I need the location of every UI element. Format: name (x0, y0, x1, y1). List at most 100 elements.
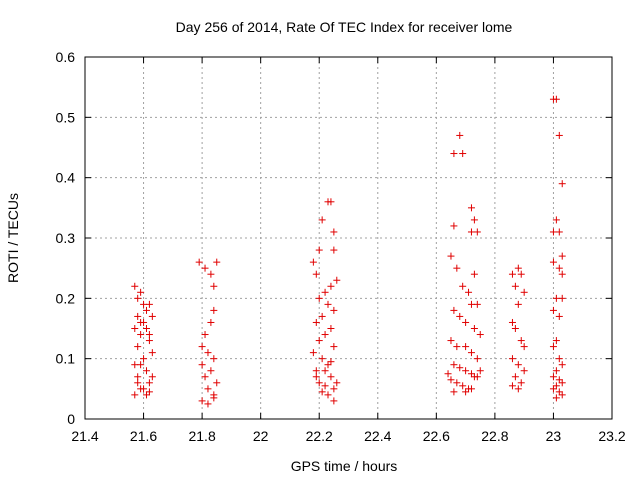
x-tick-label: 22.6 (423, 428, 450, 444)
data-point (450, 150, 458, 158)
x-tick-label: 22 (253, 428, 269, 444)
data-point (312, 318, 320, 326)
plot-frame (84, 56, 613, 420)
data-point (456, 131, 464, 139)
data-point (514, 300, 522, 308)
x-tick-label: 22.2 (306, 428, 333, 444)
data-point (210, 394, 218, 402)
chart-title: Day 256 of 2014, Rate Of TEC Index for r… (176, 19, 513, 35)
data-point (508, 318, 516, 326)
data-point (511, 325, 519, 332)
data-point (467, 385, 475, 393)
data-point (558, 294, 566, 302)
data-point (140, 385, 148, 393)
data-point (465, 288, 473, 296)
data-point (470, 373, 478, 381)
data-point (333, 379, 341, 387)
data-point (330, 306, 338, 314)
data-point (450, 306, 458, 314)
data-point (514, 385, 522, 393)
data-point (142, 325, 150, 332)
data-point (131, 391, 139, 399)
x-tick-label: 22.8 (481, 428, 508, 444)
data-point (558, 252, 566, 260)
x-tick-label: 21.4 (71, 428, 98, 444)
data-point (558, 391, 566, 399)
data-point (456, 364, 464, 372)
data-point (517, 270, 525, 278)
data-point (459, 150, 467, 158)
data-point (315, 379, 323, 387)
data-point (462, 318, 470, 326)
data-point (145, 331, 153, 339)
data-point (447, 376, 455, 384)
data-point (321, 331, 329, 339)
data-point (201, 373, 209, 381)
data-point (514, 264, 522, 272)
data-point (315, 246, 323, 254)
x-tick-label: 21.6 (130, 428, 157, 444)
data-point (467, 204, 475, 212)
data-point (134, 294, 142, 302)
data-point (315, 294, 323, 302)
data-point (318, 355, 326, 363)
data-point (324, 361, 332, 369)
data-point (145, 337, 153, 345)
data-point (517, 379, 525, 387)
data-point (137, 331, 145, 339)
data-point (552, 294, 560, 302)
data-point (470, 270, 478, 278)
data-point (459, 382, 467, 390)
data-point (462, 367, 470, 375)
data-point (131, 282, 139, 290)
data-point (555, 376, 563, 384)
data-point (467, 300, 475, 308)
data-point (333, 276, 341, 284)
data-point (145, 388, 153, 396)
grid-lines (85, 57, 612, 419)
data-point (134, 343, 142, 351)
data-point (210, 282, 218, 290)
data-point (549, 373, 557, 381)
data-point (453, 264, 461, 272)
data-point (204, 400, 212, 408)
data-point (330, 385, 338, 393)
data-point (315, 337, 323, 345)
data-point (207, 367, 215, 375)
data-point (520, 288, 528, 296)
data-point (309, 258, 317, 266)
data-point (552, 382, 560, 390)
data-point (555, 264, 563, 272)
data-point (549, 258, 557, 266)
data-point (131, 361, 139, 369)
data-point (558, 379, 566, 387)
data-point (444, 370, 452, 378)
data-point (198, 361, 206, 369)
data-point (517, 337, 525, 345)
data-point (555, 131, 563, 139)
data-point (508, 270, 516, 278)
data-point (321, 288, 329, 296)
data-point (514, 361, 522, 369)
data-point (134, 373, 142, 381)
data-point (462, 343, 470, 351)
data-points (131, 95, 566, 408)
x-tick-label: 23 (546, 428, 562, 444)
y-axis-label: ROTI / TECUs (5, 193, 21, 283)
y-tick-label: 0.4 (56, 170, 76, 186)
data-point (204, 385, 212, 393)
data-point (330, 397, 338, 405)
data-point (549, 385, 557, 393)
data-point (148, 373, 156, 381)
data-point (520, 367, 528, 375)
data-point (476, 331, 484, 339)
data-point (318, 388, 326, 396)
data-point (520, 343, 528, 351)
y-tick-label: 0.1 (56, 351, 76, 367)
data-point (213, 258, 221, 266)
data-point (142, 367, 150, 375)
data-point (327, 358, 335, 366)
data-point (137, 288, 145, 296)
data-point (207, 318, 215, 326)
data-point (330, 228, 338, 236)
